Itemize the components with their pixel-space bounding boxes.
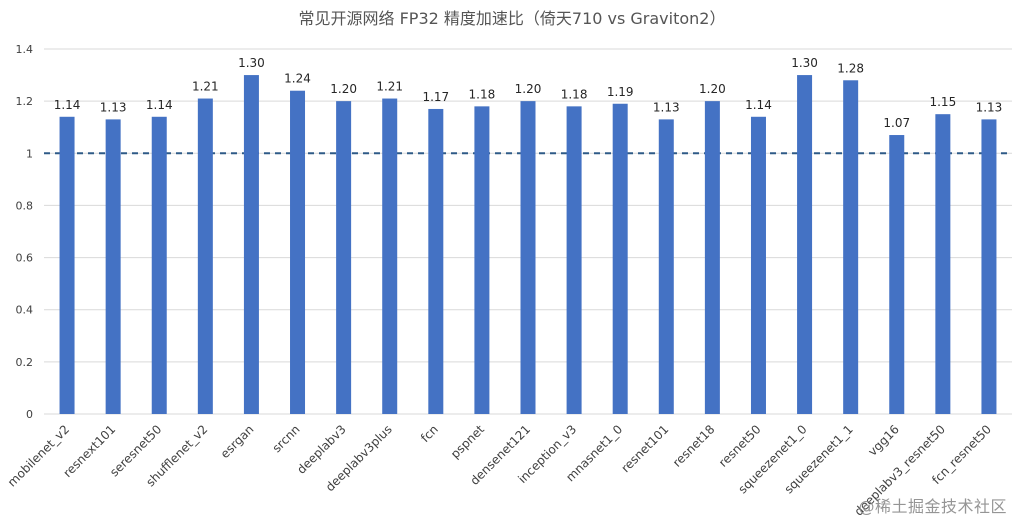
bar-deeplabv3_resnet50 [935,114,951,414]
x-tick-label-resnet101: resnet101 [618,422,671,475]
value-label-fcn_resnet50: 1.13 [976,100,1003,114]
bar-squeezenet1_0 [797,75,813,415]
bar-deeplabv3plus [382,98,398,415]
bar-resnext101 [105,119,121,415]
value-label-resnet18: 1.20 [699,82,726,96]
value-label-pspnet: 1.18 [469,87,496,101]
chart-title: 常见开源网络 FP32 精度加速比（倚天710 vs Graviton2） [299,9,726,28]
bar-fcn_resnet50 [981,119,997,415]
bar-pspnet [474,106,490,414]
x-tick-label-resnet18: resnet18 [670,422,718,470]
value-label-resnet101: 1.13 [653,100,680,114]
y-tick-label: 0.4 [16,304,34,317]
value-label-esrgan: 1.30 [238,56,265,70]
bar-shufflenet_v2 [197,98,213,415]
bar-fcn [428,108,444,414]
x-tick-label-resnet50: resnet50 [716,422,764,470]
value-label-deeplabv3plus: 1.21 [376,80,403,94]
value-label-srcnn: 1.24 [284,72,311,86]
bar-deeplabv3 [336,101,352,415]
bar-seresnet50 [151,116,167,415]
value-label-inception_v3: 1.18 [561,87,588,101]
bar-srcnn [290,90,306,414]
value-label-mnasnet1_0: 1.19 [607,85,634,99]
value-label-mobilenet_v2: 1.14 [54,98,81,112]
bar-mobilenet_v2 [59,116,75,415]
value-label-resnet50: 1.14 [745,98,772,112]
bar-densenet121 [520,101,536,415]
y-tick-label: 0.2 [16,356,34,369]
bar-resnet18 [704,101,720,415]
y-tick-label: 1.4 [16,43,34,56]
value-label-deeplabv3: 1.20 [330,82,357,96]
bar-squeezenet1_1 [843,80,859,415]
y-tick-label: 0 [26,408,33,421]
bar-resnet50 [750,116,766,415]
value-label-resnext101: 1.13 [100,100,127,114]
y-tick-label: 0.6 [16,252,34,265]
value-label-vgg16: 1.07 [883,116,910,130]
value-label-squeezenet1_1: 1.28 [837,61,864,75]
bars [59,75,997,415]
value-label-seresnet50: 1.14 [146,98,173,112]
x-tick-label-srcnn: srcnn [270,422,303,455]
x-axis-labels: mobilenet_v2resnext101seresnet50shufflen… [5,422,994,519]
bar-resnet101 [658,119,674,415]
value-label-densenet121: 1.20 [515,82,542,96]
value-label-deeplabv3_resnet50: 1.15 [929,95,956,109]
x-tick-label-vgg16: vgg16 [865,422,901,458]
bar-inception_v3 [566,106,582,414]
bar-vgg16 [889,135,905,415]
bar-mnasnet1_0 [612,103,628,414]
bar-esrgan [243,75,259,415]
value-labels: 1.14 1.13 1.14 1.21 1.30 1.24 1.20 1.21 1.17 1.18… [54,56,1003,130]
value-label-squeezenet1_0: 1.30 [791,56,818,70]
x-tick-label-esrgan: esrgan [218,422,257,461]
watermark-text: @稀土掘金技术社区 [858,497,1007,516]
y-tick-label: 1.2 [16,95,34,108]
value-label-fcn: 1.17 [422,90,449,104]
x-tick-label-mobilenet_v2: mobilenet_v2 [5,422,72,489]
x-tick-label-fcn: fcn [418,422,441,445]
y-tick-label: 1 [26,147,33,160]
value-label-shufflenet_v2: 1.21 [192,80,219,94]
x-tick-label-pspnet: pspnet [448,422,487,461]
y-axis-ticks: 0 0.2 0.4 0.6 0.8 1 1.2 1.4 [16,43,34,421]
y-tick-label: 0.8 [16,199,34,212]
